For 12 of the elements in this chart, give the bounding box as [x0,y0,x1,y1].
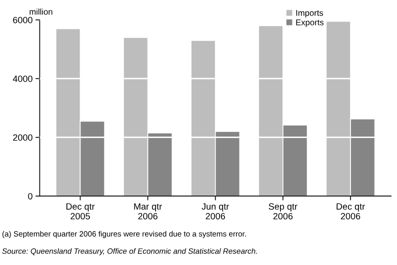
x-tick-label: Mar qtr 2006 [134,203,162,220]
legend-label: Exports [296,19,324,27]
x-tick-label: Sep qtr 2006 [268,203,298,220]
legend-label: Imports [296,10,324,18]
y-tick-label: 4000 [12,76,32,82]
y-tick-label: 6000 [13,16,32,24]
x-tick-label: Dec qtr 2005 [66,203,95,220]
x-tick-label: Dec qtr 2006 [336,203,365,220]
y-axis-title: million [30,8,52,15]
x-tick-label: Jun qtr 2006 [202,203,230,220]
y-tick-label: 2000 [13,134,32,141]
y-tick-label: 0 [28,193,32,200]
